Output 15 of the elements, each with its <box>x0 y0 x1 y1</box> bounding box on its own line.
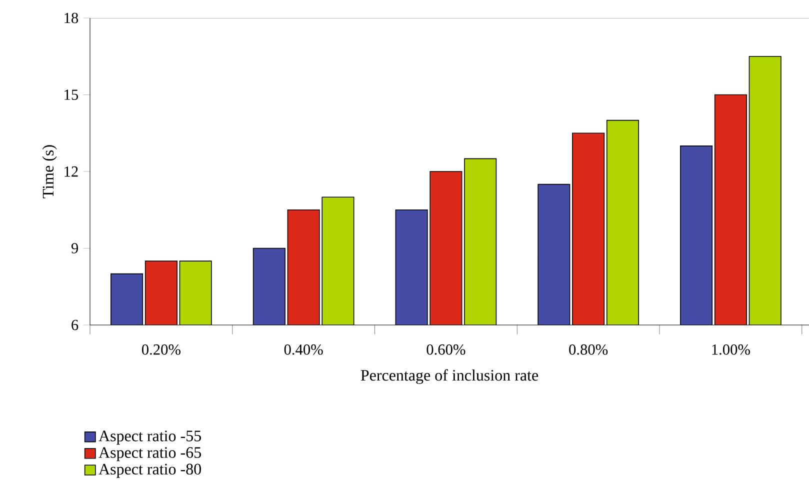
y-tick-label: 15 <box>64 90 78 100</box>
x-tick-label: 1.00% <box>712 344 750 355</box>
y-tick-label: 12 <box>64 166 78 177</box>
x-tick-label: 0.20% <box>142 344 180 355</box>
x-tick-label: 0.40% <box>284 344 323 355</box>
y-tick-label: 6 <box>72 320 78 330</box>
y-axis-title: Time (s) <box>42 145 57 198</box>
legend-label: Aspect ratio -65 <box>98 447 201 462</box>
y-tick-label: 9 <box>71 243 78 254</box>
x-tick-label: 0.80% <box>569 344 608 355</box>
x-axis-title: Percentage of inclusion rate <box>360 369 538 384</box>
y-tick-label: 18 <box>64 12 78 24</box>
legend-label: Aspect ratio -55 <box>98 430 201 445</box>
legend-label: Aspect ratio -80 <box>98 464 201 478</box>
x-tick-label: 0.60% <box>426 344 466 355</box>
